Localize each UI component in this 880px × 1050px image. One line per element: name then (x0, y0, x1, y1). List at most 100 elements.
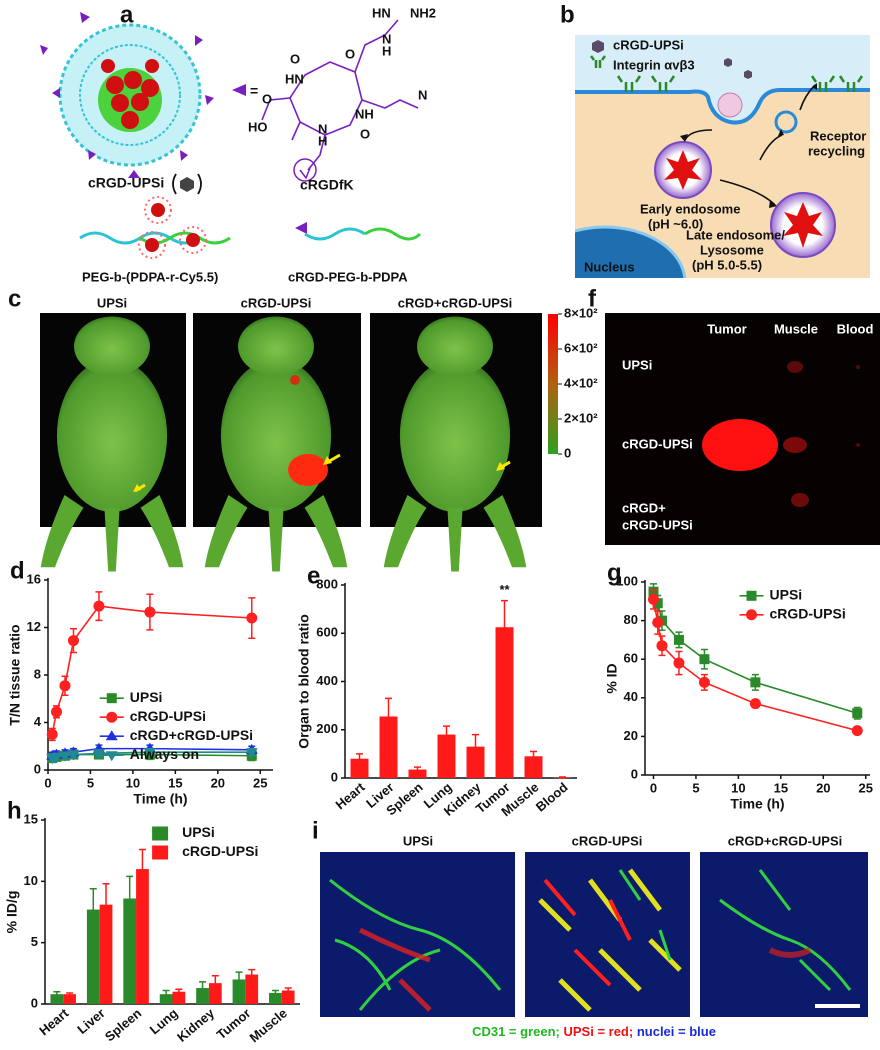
colorbar-tick-label: 6×10² (564, 340, 598, 355)
error-bar (211, 975, 219, 992)
panel-label: d (10, 557, 25, 584)
bar (123, 898, 137, 1004)
y-tick-label: 12 (27, 619, 41, 634)
image-title: cRGD-UPSi (241, 295, 312, 310)
x-tick-label: 10 (731, 780, 745, 795)
error-bar (385, 697, 392, 736)
polymer-illustration (79, 196, 422, 259)
y-tick-label: 20 (624, 728, 638, 743)
y-axis-label: T/N tissue ratio (7, 624, 23, 725)
error-bar (162, 989, 170, 999)
y-tick-label: 8 (34, 666, 41, 681)
error-bar (175, 988, 183, 995)
x-tick-label: Blood (533, 779, 571, 814)
marker (58, 751, 71, 762)
bar (524, 756, 543, 778)
legend-marker (106, 693, 117, 704)
bar (196, 988, 209, 1004)
row-label: cRGD+ (622, 500, 666, 515)
panel-label: e (307, 562, 320, 589)
caption-part: UPSi = red; (563, 1024, 633, 1039)
caption-part: nuclei = blue (637, 1024, 716, 1039)
marker (699, 654, 710, 665)
y-tick-label: 15 (24, 811, 38, 826)
error-bar (501, 599, 508, 655)
bar (495, 627, 514, 778)
y-axis-label: Organ to blood ratio (296, 614, 312, 749)
marker (656, 640, 668, 652)
y-tick-label: 0 (31, 995, 38, 1010)
late-endosome-label: Late endosome/ (686, 227, 785, 242)
legend-marker (746, 590, 757, 601)
particle-icon (172, 173, 202, 195)
error-bar (53, 990, 61, 998)
atom-label: O (290, 51, 300, 66)
error-bar (443, 725, 450, 744)
panel-label: f (588, 285, 597, 312)
bar (281, 990, 295, 1004)
marker (673, 634, 684, 645)
x-tick-label: 0 (650, 780, 657, 795)
panel-label: b (560, 1, 575, 28)
mouse-image (40, 313, 186, 572)
legend-label: cRGD-UPSi (182, 843, 258, 859)
y-tick-label: 80 (624, 612, 638, 627)
marker (50, 752, 63, 763)
colorbar-tick-label: 8×10² (564, 305, 598, 320)
colorbar: 8×10² 6×10² 4×10² 2×10² 0 (548, 305, 598, 460)
bar (50, 994, 64, 1004)
caption-part: CD31 = green; (472, 1024, 560, 1039)
colorbar-tick-label: 0 (564, 445, 571, 460)
y-tick-label: 400 (316, 673, 338, 688)
x-tick-label: Heart (36, 1005, 72, 1038)
y-tick-label: 600 (316, 625, 338, 640)
atom-label: HN (285, 71, 304, 86)
error-bar (138, 848, 146, 890)
legend-label: cRGD-UPSi (770, 605, 846, 621)
y-axis-label: % ID (604, 663, 620, 693)
y-axis-label: % ID/g (4, 891, 20, 934)
marker (647, 593, 659, 605)
image-title: UPSi (97, 295, 127, 310)
peptide-icon (232, 84, 246, 96)
legend-label: Always on (130, 746, 199, 762)
row-label: UPSi (622, 357, 652, 372)
late-endosome-label: Lysosome (700, 242, 764, 257)
y-tick-label: 60 (624, 651, 638, 666)
image-title: cRGD-UPSi (572, 833, 643, 848)
equals-sign: = (250, 83, 258, 99)
atom-label: N (418, 87, 427, 102)
atom-label: NH (355, 106, 374, 121)
error-bar (235, 971, 243, 988)
atom-label: O (345, 46, 355, 61)
column-header: Tumor (707, 321, 746, 336)
bar (466, 746, 485, 778)
error-bar (271, 989, 279, 997)
y-tick-label: 0 (331, 769, 338, 784)
error-bar (472, 733, 479, 760)
legend-marker (105, 751, 118, 762)
marker (698, 676, 710, 688)
bar (86, 909, 100, 1004)
marker (59, 680, 71, 692)
bar (350, 758, 369, 778)
bar (269, 992, 282, 1004)
legend-text: cRGD-UPSi (613, 37, 684, 52)
y-tick-label: 0 (631, 766, 638, 781)
x-tick-label: 25 (859, 780, 873, 795)
y-tick-label: 4 (34, 714, 42, 729)
tissue-image (320, 852, 515, 1017)
marker (749, 698, 761, 710)
x-tick-label: Spleen (102, 1005, 144, 1044)
y-tick-label: 100 (616, 573, 638, 588)
error-bar (102, 883, 110, 927)
chart: g 0 20 40 60 80 100 % ID 0 5 10 15 20 25 Time (h) UPSi c… (604, 559, 873, 811)
marker (673, 657, 685, 669)
row-label: cRGD-UPSi (622, 517, 693, 532)
bar (159, 994, 173, 1004)
marker (245, 748, 258, 759)
legend-label: UPSi (770, 586, 803, 602)
